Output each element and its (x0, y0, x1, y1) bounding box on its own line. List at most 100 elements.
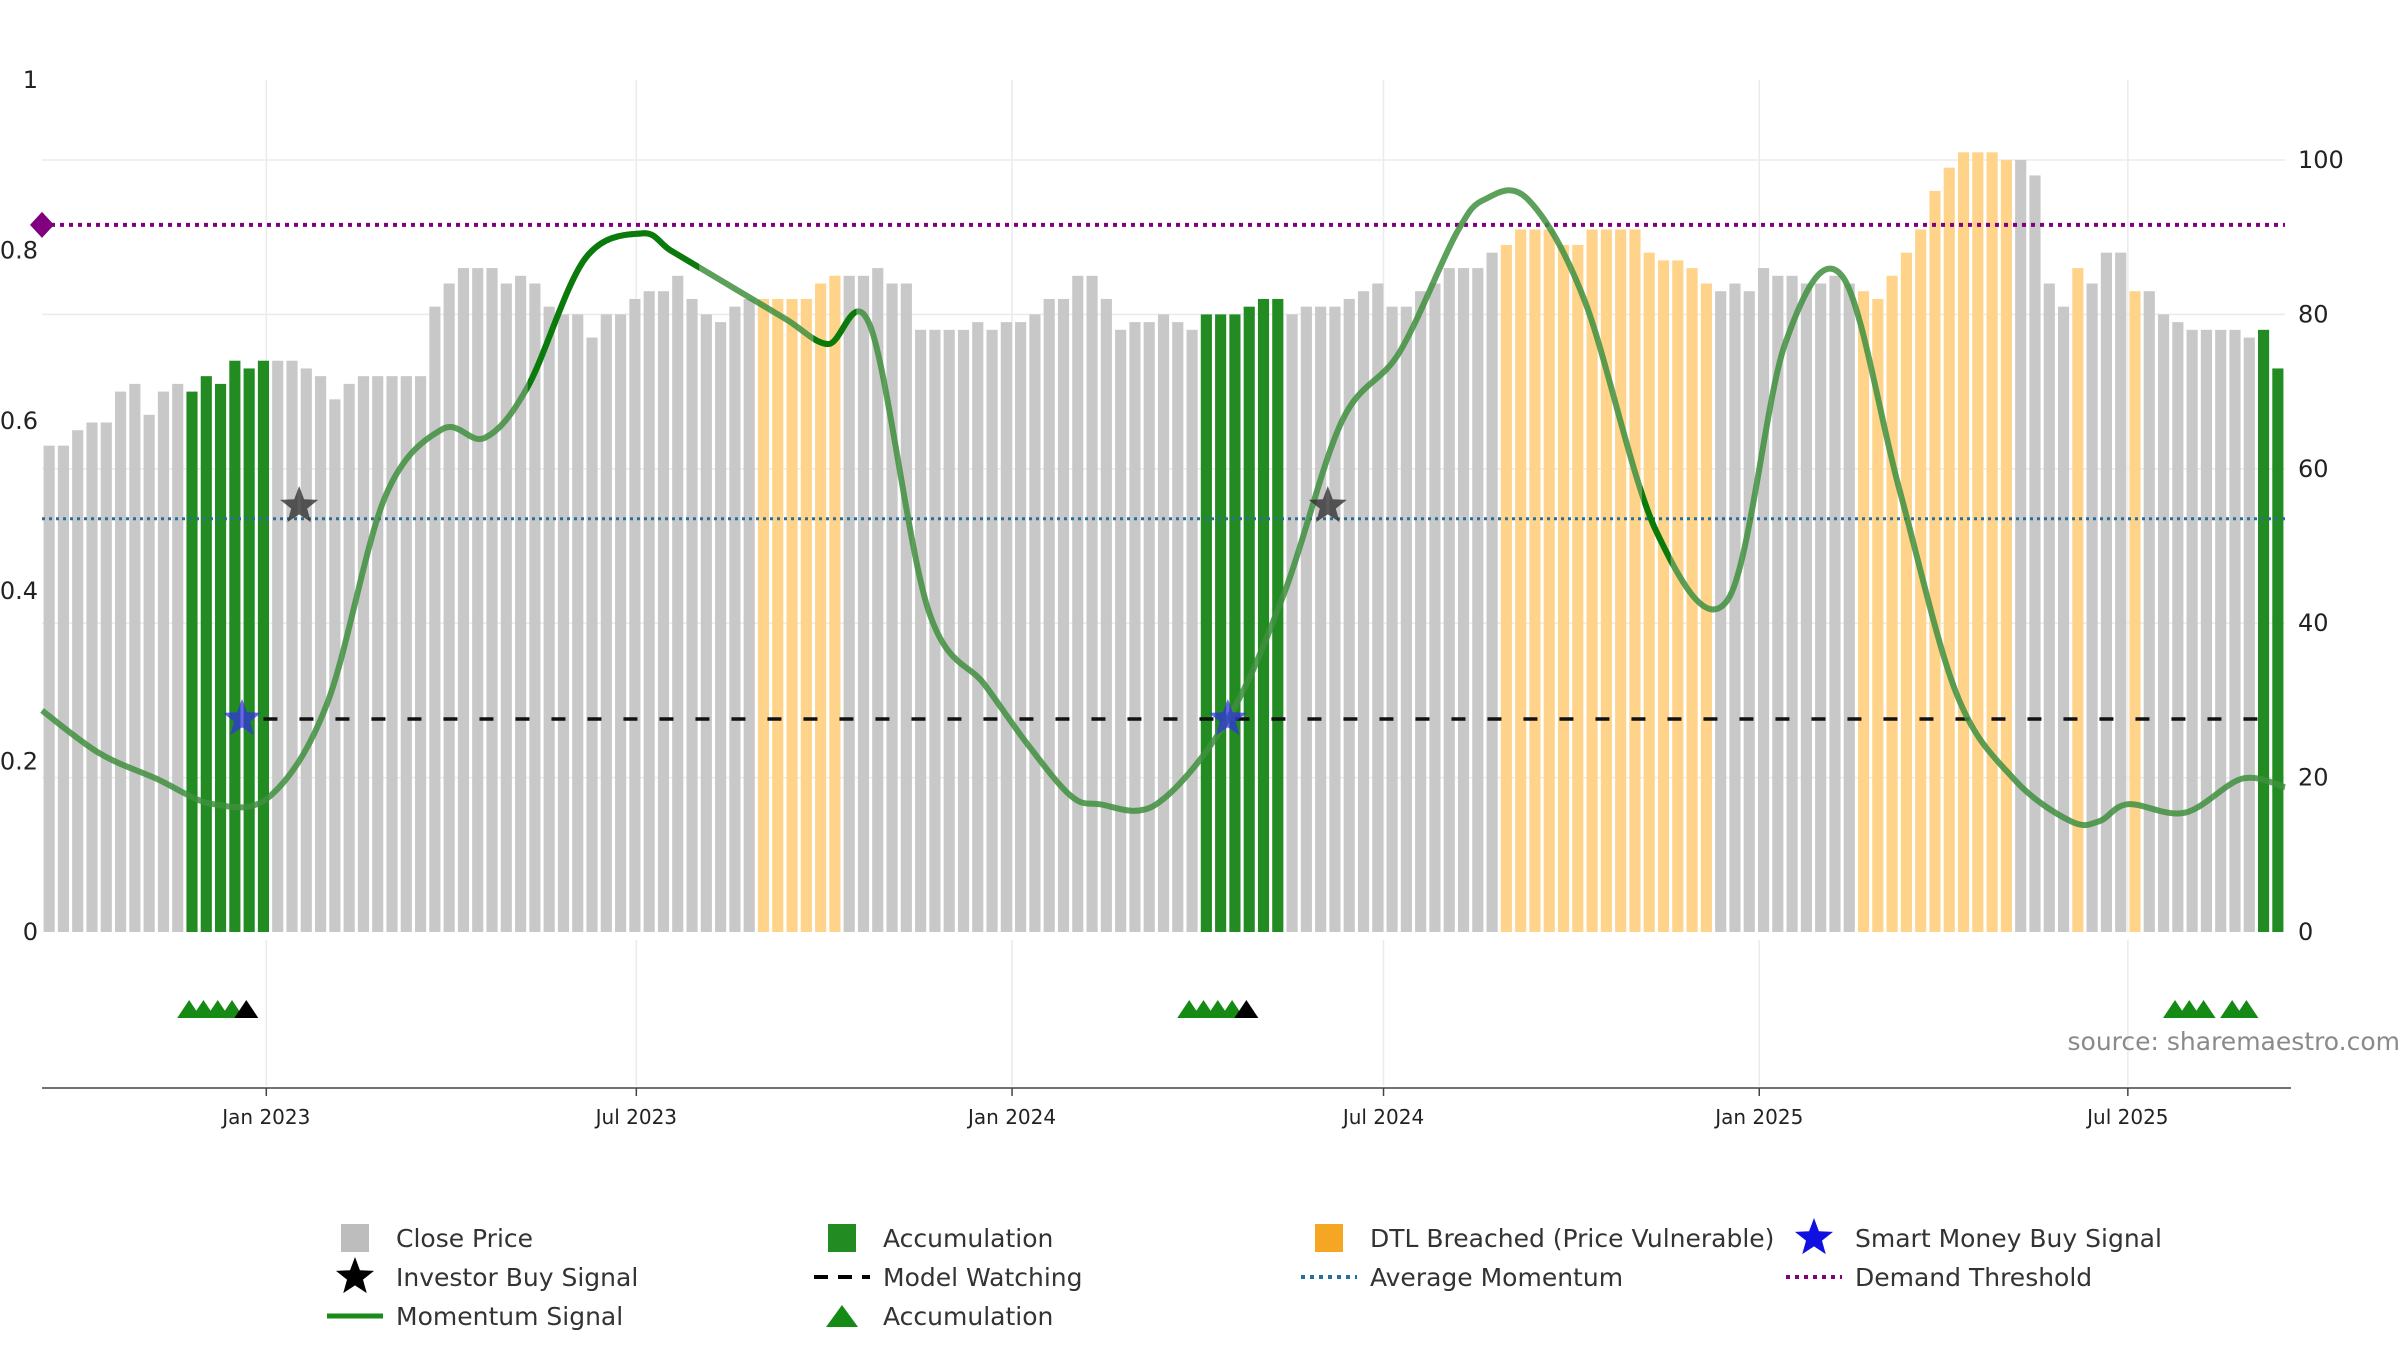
price-bar (286, 360, 298, 933)
price-bar (1200, 314, 1212, 932)
x-tick-label: Jul 2024 (1341, 1105, 1424, 1129)
price-bar (1415, 291, 1427, 932)
price-bar (686, 298, 698, 933)
price-bar (343, 383, 355, 932)
price-bar (843, 275, 855, 932)
x-tick-label: Jan 2023 (220, 1105, 310, 1129)
price-bar (2172, 322, 2184, 932)
left-tick-label: 0.4 (0, 577, 38, 605)
right-tick-label: 20 (2298, 764, 2329, 792)
axes: Jan 2023 Jul 2023 Jan 2024 Jul 2024 Jan 2025… (0, 66, 2344, 1129)
price-bar (900, 283, 912, 932)
price-bar (629, 298, 641, 933)
price-bar (2043, 283, 2055, 932)
price-bar (757, 298, 770, 933)
legend-swatch-star (1794, 1218, 1834, 1255)
price-bar (1386, 306, 1398, 932)
price-bar (972, 322, 984, 932)
price-bar (786, 298, 798, 933)
legend-label: Average Momentum (1370, 1263, 1623, 1292)
momentum-signal-line (40, 187, 2286, 829)
price-bar (1329, 306, 1341, 932)
price-bar (600, 314, 612, 932)
price-bar (2015, 160, 2027, 932)
reference-lines (30, 211, 2285, 721)
price-bar (1800, 283, 1812, 932)
price-bar (2100, 252, 2112, 932)
investor-buy-star (1308, 486, 1347, 523)
price-bar (1815, 283, 1827, 932)
price-bar (1672, 260, 1684, 932)
price-bar (1043, 298, 1055, 933)
legend-label: Demand Threshold (1855, 1263, 2092, 1292)
price-bar (1457, 268, 1470, 933)
price-bar (1486, 252, 1498, 932)
price-bar (72, 430, 84, 932)
price-bar (129, 383, 141, 932)
price-bar (1057, 298, 1070, 933)
legend-swatch-square (1315, 1224, 1343, 1252)
price-bar (486, 268, 498, 933)
price-bar (57, 445, 70, 932)
price-bar (1000, 322, 1012, 932)
price-bar (986, 329, 998, 933)
price-bar (1557, 244, 1570, 933)
right-tick-label: 60 (2298, 455, 2329, 483)
legend: Close Price Accumulation DTL Breached (Pri… (327, 1218, 2162, 1331)
price-bar (1357, 291, 1370, 932)
price-bar (857, 275, 870, 932)
close-price-bars (43, 152, 2284, 933)
price-bar (1143, 322, 1155, 932)
price-bar (772, 298, 784, 933)
signal-markers (222, 486, 1347, 736)
price-bar (1572, 244, 1584, 933)
price-bar (1529, 229, 1541, 933)
price-bar (943, 329, 955, 933)
investor-buy-star (280, 486, 319, 523)
price-bar (1829, 275, 1841, 932)
left-tick-label: 0.2 (0, 748, 38, 776)
price-bar (1886, 275, 1898, 932)
price-bar (1972, 152, 1984, 932)
price-bar (1115, 329, 1127, 933)
price-bar (2243, 337, 2255, 932)
price-bar (743, 298, 755, 933)
price-bar (1615, 229, 1627, 933)
x-tick-label: Jul 2025 (2085, 1105, 2168, 1129)
price-bar (2215, 329, 2227, 933)
price-bar (415, 376, 427, 932)
price-bar (1157, 314, 1170, 932)
price-bar (1100, 298, 1112, 933)
price-bar (2200, 329, 2212, 933)
price-bar (572, 314, 584, 932)
right-tick-label: 40 (2298, 609, 2329, 637)
price-bar (1729, 283, 1741, 932)
price-bar (1657, 260, 1670, 932)
x-tick-label: Jan 2024 (966, 1105, 1056, 1129)
price-bar (143, 414, 155, 932)
legend-label: Investor Buy Signal (396, 1263, 638, 1292)
price-bar (1986, 152, 1998, 932)
accumulation-triangle-black (234, 1000, 259, 1018)
accumulation-triangle-black (1234, 1000, 1259, 1018)
price-bar (229, 360, 241, 933)
price-bar (529, 283, 541, 932)
source-label: source: sharemaestro.com (2068, 1027, 2400, 1056)
legend-label: Model Watching (883, 1263, 1083, 1292)
legend-label: Momentum Signal (396, 1302, 623, 1331)
price-bar (2229, 329, 2241, 933)
price-bar (1586, 229, 1598, 933)
price-bar (86, 422, 98, 932)
price-bar (1400, 306, 1412, 932)
accumulation-triangle (2191, 1000, 2216, 1018)
price-bar (315, 376, 327, 932)
legend-swatch-star (335, 1257, 375, 1294)
price-bar (700, 314, 712, 932)
price-bar (1243, 306, 1255, 932)
price-bar (1772, 275, 1784, 932)
price-bar (2086, 283, 2098, 932)
price-bar (815, 283, 827, 932)
price-bar (1443, 268, 1455, 933)
price-bar (1743, 291, 1755, 932)
